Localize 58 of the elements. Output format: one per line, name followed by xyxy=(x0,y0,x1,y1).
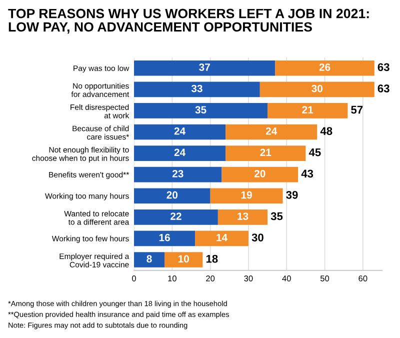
data-label: 21 xyxy=(260,148,272,156)
total-label: 35 xyxy=(270,212,283,220)
x-tick-label: 30 xyxy=(244,275,253,282)
data-label: 30 xyxy=(312,84,323,92)
bar xyxy=(275,60,374,76)
total-label: 43 xyxy=(301,170,314,178)
data-label: 13 xyxy=(238,212,248,220)
bar xyxy=(134,210,218,225)
data-label: 20 xyxy=(254,170,266,178)
x-tick-label: 0 xyxy=(132,275,136,282)
bar xyxy=(134,124,226,140)
data-label: 22 xyxy=(170,212,182,220)
total-label: 48 xyxy=(320,127,332,135)
total-label: 39 xyxy=(286,190,298,199)
bar xyxy=(210,188,283,204)
data-label: 21 xyxy=(302,106,314,114)
bar xyxy=(134,166,222,182)
bar xyxy=(134,146,226,161)
data-label: 19 xyxy=(241,191,252,199)
total-label: 30 xyxy=(252,234,264,242)
data-label: 35 xyxy=(195,106,206,114)
data-label: 20 xyxy=(166,191,178,199)
bar xyxy=(134,103,268,118)
bar xyxy=(268,103,348,118)
bar xyxy=(226,146,306,161)
data-label: 10 xyxy=(178,255,189,263)
data-label: 24 xyxy=(266,127,278,135)
x-tick-label: 40 xyxy=(282,275,291,282)
bar xyxy=(134,82,260,98)
x-tick-label: 50 xyxy=(320,275,330,282)
total-label: 63 xyxy=(378,84,390,92)
data-label: 8 xyxy=(146,255,152,263)
bar xyxy=(195,230,248,246)
bar xyxy=(226,124,318,140)
x-tick-label: 10 xyxy=(168,275,176,282)
data-label: 24 xyxy=(174,127,186,135)
chart-title: TOP REASONS WHY US WORKERS LEFT A JOB IN 2021: LOW PAY, NO ADVANCEMENT OPPORTUNITIES xyxy=(8,8,369,34)
bar xyxy=(260,82,374,98)
data-label: 24 xyxy=(174,148,186,156)
data-label: 23 xyxy=(172,170,184,178)
bar xyxy=(134,188,210,204)
total-label: 18 xyxy=(206,254,218,263)
bar xyxy=(164,252,203,268)
bar xyxy=(222,166,298,182)
total-label: 57 xyxy=(351,106,363,114)
data-label: 37 xyxy=(199,64,210,71)
bar xyxy=(134,230,196,246)
bar xyxy=(218,210,268,225)
data-label: 14 xyxy=(216,234,228,242)
data-label: 33 xyxy=(191,84,202,92)
data-label: 26 xyxy=(319,64,330,71)
x-tick-label: 20 xyxy=(206,275,215,282)
total-label: 45 xyxy=(308,148,321,156)
bar xyxy=(134,60,276,76)
x-tick-label: 60 xyxy=(358,275,368,282)
data-label: 16 xyxy=(159,234,170,242)
total-label: 63 xyxy=(378,63,390,72)
bar xyxy=(134,252,165,268)
